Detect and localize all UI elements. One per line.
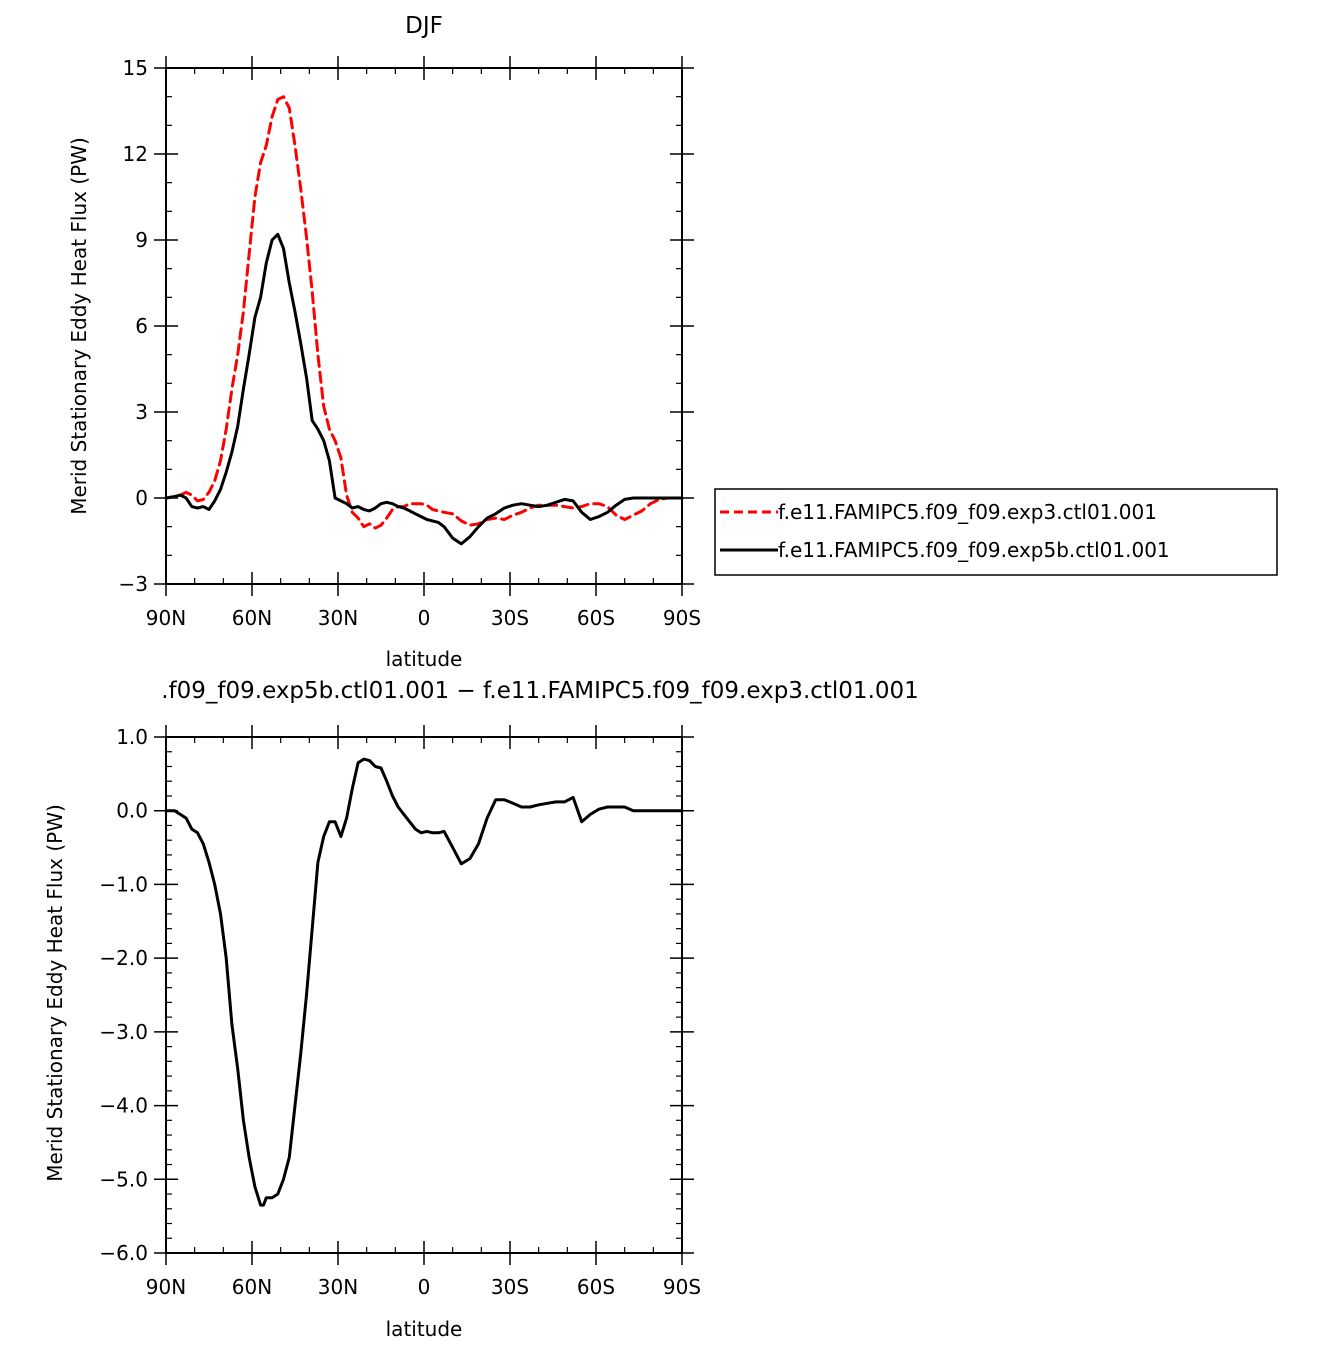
bottom-x-tick-label: 90N — [146, 1275, 186, 1299]
top-y-tick-label: 12 — [123, 142, 148, 166]
top-y-tick-label: 3 — [135, 400, 148, 424]
bottom-x-tick-label: 60N — [232, 1275, 272, 1299]
top-panel: DJF Merid Stationary Eddy Heat Flux (PW)… — [67, 13, 701, 671]
bottom-y-tick-label: −5.0 — [99, 1167, 148, 1191]
top-panel-axes: 90N 60N 30N 0 30S 60S 90S −3 0 3 6 9 12 15 — [119, 56, 701, 630]
top-panel-series — [164, 95, 684, 546]
top-series-line-0 — [164, 95, 684, 530]
top-y-tick-label: −3 — [119, 572, 148, 596]
bottom-panel-axes: 90N 60N 30N 0 30S 60S 90S −6.0 −5.0 −4.0 −3.0 −2.0 −… — [99, 725, 701, 1299]
bottom-y-tick-label: −3.0 — [99, 1020, 148, 1044]
top-panel-title: DJF — [405, 13, 443, 39]
top-y-tick-label: 9 — [135, 228, 148, 252]
bottom-panel-x-axis-label: latitude — [386, 1317, 463, 1341]
top-x-tick-label: 0 — [418, 606, 431, 630]
bottom-y-tick-label: −1.0 — [99, 872, 148, 896]
legend: f.e11.FAMIPC5.f09_f09.exp3.ctl01.001 f.e… — [714, 488, 1278, 576]
top-plot-frame — [165, 67, 683, 585]
top-y-tick-label: 15 — [123, 56, 148, 80]
legend-label-exp5b: f.e11.FAMIPC5.f09_f09.exp5b.ctl01.001 — [778, 538, 1170, 562]
legend-box — [714, 488, 1278, 576]
bottom-x-tick-label: 30N — [318, 1275, 358, 1299]
bottom-series-line-0 — [164, 757, 684, 1207]
bottom-panel-y-axis-label: Merid Stationary Eddy Heat Flux (PW) — [43, 804, 67, 1182]
bottom-x-tick-label: 90S — [663, 1275, 701, 1299]
top-panel-x-axis-label: latitude — [386, 647, 463, 671]
top-x-tick-label: 30S — [491, 606, 529, 630]
top-x-tick-label: 60S — [577, 606, 615, 630]
bottom-panel-title: .f09_f09.exp5b.ctl01.001 − f.e11.FAMIPC5… — [161, 678, 919, 704]
top-x-tick-label: 60N — [232, 606, 272, 630]
bottom-panel: .f09_f09.exp5b.ctl01.001 − f.e11.FAMIPC5… — [43, 678, 919, 1341]
bottom-x-tick-label: 0 — [418, 1275, 431, 1299]
bottom-x-tick-label: 30S — [491, 1275, 529, 1299]
top-x-tick-label: 90S — [663, 606, 701, 630]
bottom-y-tick-label: −4.0 — [99, 1094, 148, 1118]
top-panel-y-axis-label: Merid Stationary Eddy Heat Flux (PW) — [67, 137, 91, 515]
top-x-tick-label: 90N — [146, 606, 186, 630]
legend-label-exp3: f.e11.FAMIPC5.f09_f09.exp3.ctl01.001 — [778, 500, 1157, 524]
top-y-tick-label: 6 — [135, 314, 148, 338]
bottom-y-tick-label: −6.0 — [99, 1241, 148, 1265]
bottom-plot-frame — [165, 736, 683, 1254]
top-y-tick-label: 0 — [135, 486, 148, 510]
bottom-x-tick-label: 60S — [577, 1275, 615, 1299]
bottom-y-tick-label: −2.0 — [99, 946, 148, 970]
bottom-y-tick-label: 0.0 — [116, 799, 148, 823]
top-x-tick-label: 30N — [318, 606, 358, 630]
bottom-panel-series — [164, 757, 684, 1207]
top-series-line-1 — [164, 232, 684, 546]
bottom-y-tick-label: 1.0 — [116, 725, 148, 749]
